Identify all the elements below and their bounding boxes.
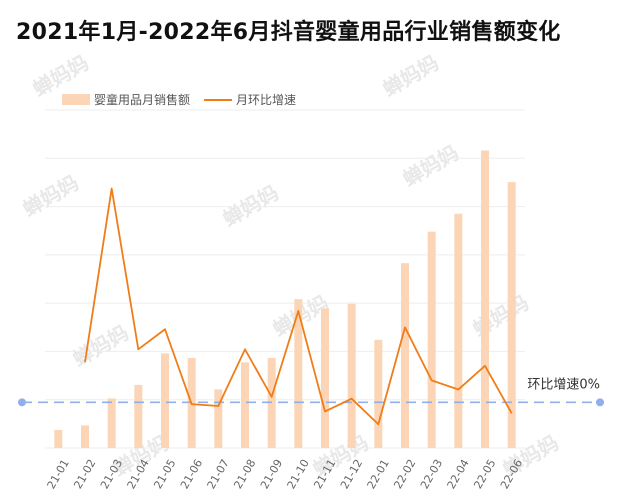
bar	[214, 389, 223, 448]
bar	[107, 398, 116, 448]
legend-item-bar: 婴童用品月销售额	[62, 91, 190, 108]
growth-line	[84, 187, 513, 426]
x-tick-label: 22-05	[471, 457, 498, 491]
bar	[481, 150, 489, 448]
bar	[347, 303, 356, 448]
chart-title: 2021年1月-2022年6月抖音婴童用品行业销售额变化	[16, 20, 561, 45]
legend-item-line: 月环比增速	[204, 91, 296, 108]
legend-bar-label: 婴童用品月销售额	[94, 93, 191, 107]
x-tick-label: 22-06	[498, 457, 525, 491]
bar	[241, 362, 249, 448]
bar	[134, 384, 143, 448]
x-tick-label: 21-12	[338, 457, 365, 491]
chart-legend: 婴童用品月销售额 月环比增速	[62, 91, 310, 108]
bar	[401, 263, 409, 448]
x-tick-label: 22-03	[418, 457, 445, 491]
legend-bar-swatch	[62, 94, 90, 105]
reference-line-label: 环比增速0%	[527, 377, 600, 392]
x-tick-label: 21-01	[45, 457, 72, 491]
x-tick-label: 21-11	[311, 457, 338, 491]
bar	[374, 339, 383, 448]
legend-line-swatch	[204, 98, 233, 101]
bar	[81, 425, 89, 448]
reference-line-start-dot	[18, 398, 26, 407]
bar	[507, 182, 516, 448]
bar	[321, 308, 329, 448]
bar	[54, 429, 63, 448]
x-tick-label: 21-06	[178, 457, 205, 491]
x-tick-label: 21-05	[151, 457, 178, 491]
x-tick-label: 22-02	[391, 457, 418, 491]
x-tick-label: 21-10	[285, 457, 312, 491]
x-tick-label: 22-01	[365, 457, 392, 491]
bar	[454, 213, 463, 448]
x-tick-label: 21-09	[258, 457, 285, 491]
x-tick-label: 21-03	[98, 457, 125, 491]
legend-line-label: 月环比增速	[236, 93, 297, 107]
x-tick-label: 22-04	[445, 457, 472, 491]
x-tick-label: 21-02	[71, 457, 98, 491]
bar	[427, 231, 436, 448]
x-tick-label: 21-04	[125, 457, 152, 491]
bar	[294, 299, 303, 448]
x-tick-label: 21-08	[231, 457, 258, 491]
x-tick-label: 21-07	[205, 457, 232, 491]
bar	[161, 353, 169, 448]
reference-line-end-dot	[596, 398, 604, 407]
